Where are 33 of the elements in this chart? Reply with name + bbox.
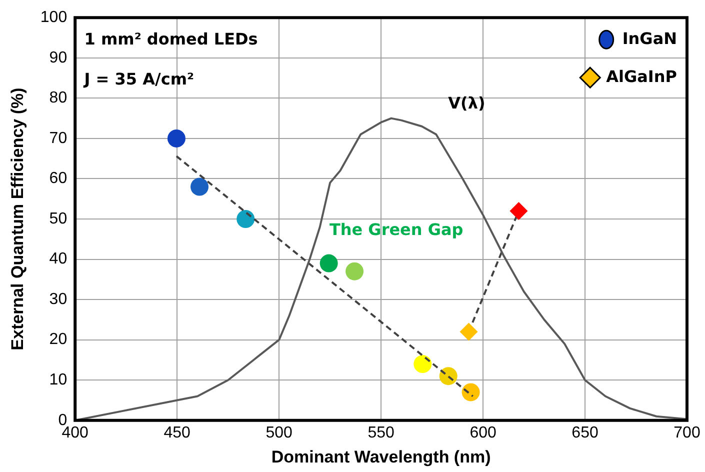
legend-label: InGaN — [622, 28, 678, 48]
annotation: The Green Gap — [329, 220, 464, 240]
point — [439, 367, 458, 386]
y-tick-label: 100 — [40, 9, 68, 26]
x-tick-label: 500 — [266, 424, 293, 442]
y-tick-label: 70 — [49, 130, 68, 147]
y-tick-label: 30 — [49, 290, 68, 308]
x-tick-label: 450 — [164, 424, 191, 442]
annotation: 1 mm² domed LEDs — [84, 30, 258, 49]
point — [346, 262, 364, 280]
y-tick-label: 50 — [49, 210, 68, 228]
y-tick-label: 20 — [49, 331, 68, 348]
point — [320, 254, 338, 272]
y-tick-label: 60 — [49, 170, 68, 188]
x-tick-label: 700 — [674, 424, 700, 442]
point — [236, 210, 255, 228]
annotation: V(λ) — [448, 93, 486, 112]
annotation: J = 35 A/cm² — [83, 70, 194, 89]
y-axis-title: External Quantum Efficiency (%) — [8, 88, 27, 350]
x-tick-label: 400 — [62, 424, 89, 442]
x-tick-label: 550 — [368, 424, 394, 442]
x-tick-label: 600 — [470, 424, 496, 442]
y-tick-label: 80 — [49, 90, 68, 107]
point — [190, 178, 209, 196]
y-tick-label: 10 — [49, 372, 68, 389]
x-tick-label: 650 — [572, 424, 598, 442]
y-tick-label: 90 — [49, 49, 68, 66]
point — [414, 355, 432, 374]
point — [510, 202, 528, 220]
point — [167, 129, 186, 148]
x-axis-title: Dominant Wavelength (nm) — [271, 447, 491, 466]
y-tick-label: 40 — [49, 250, 68, 268]
legend-label: AlGaInP — [606, 66, 678, 86]
